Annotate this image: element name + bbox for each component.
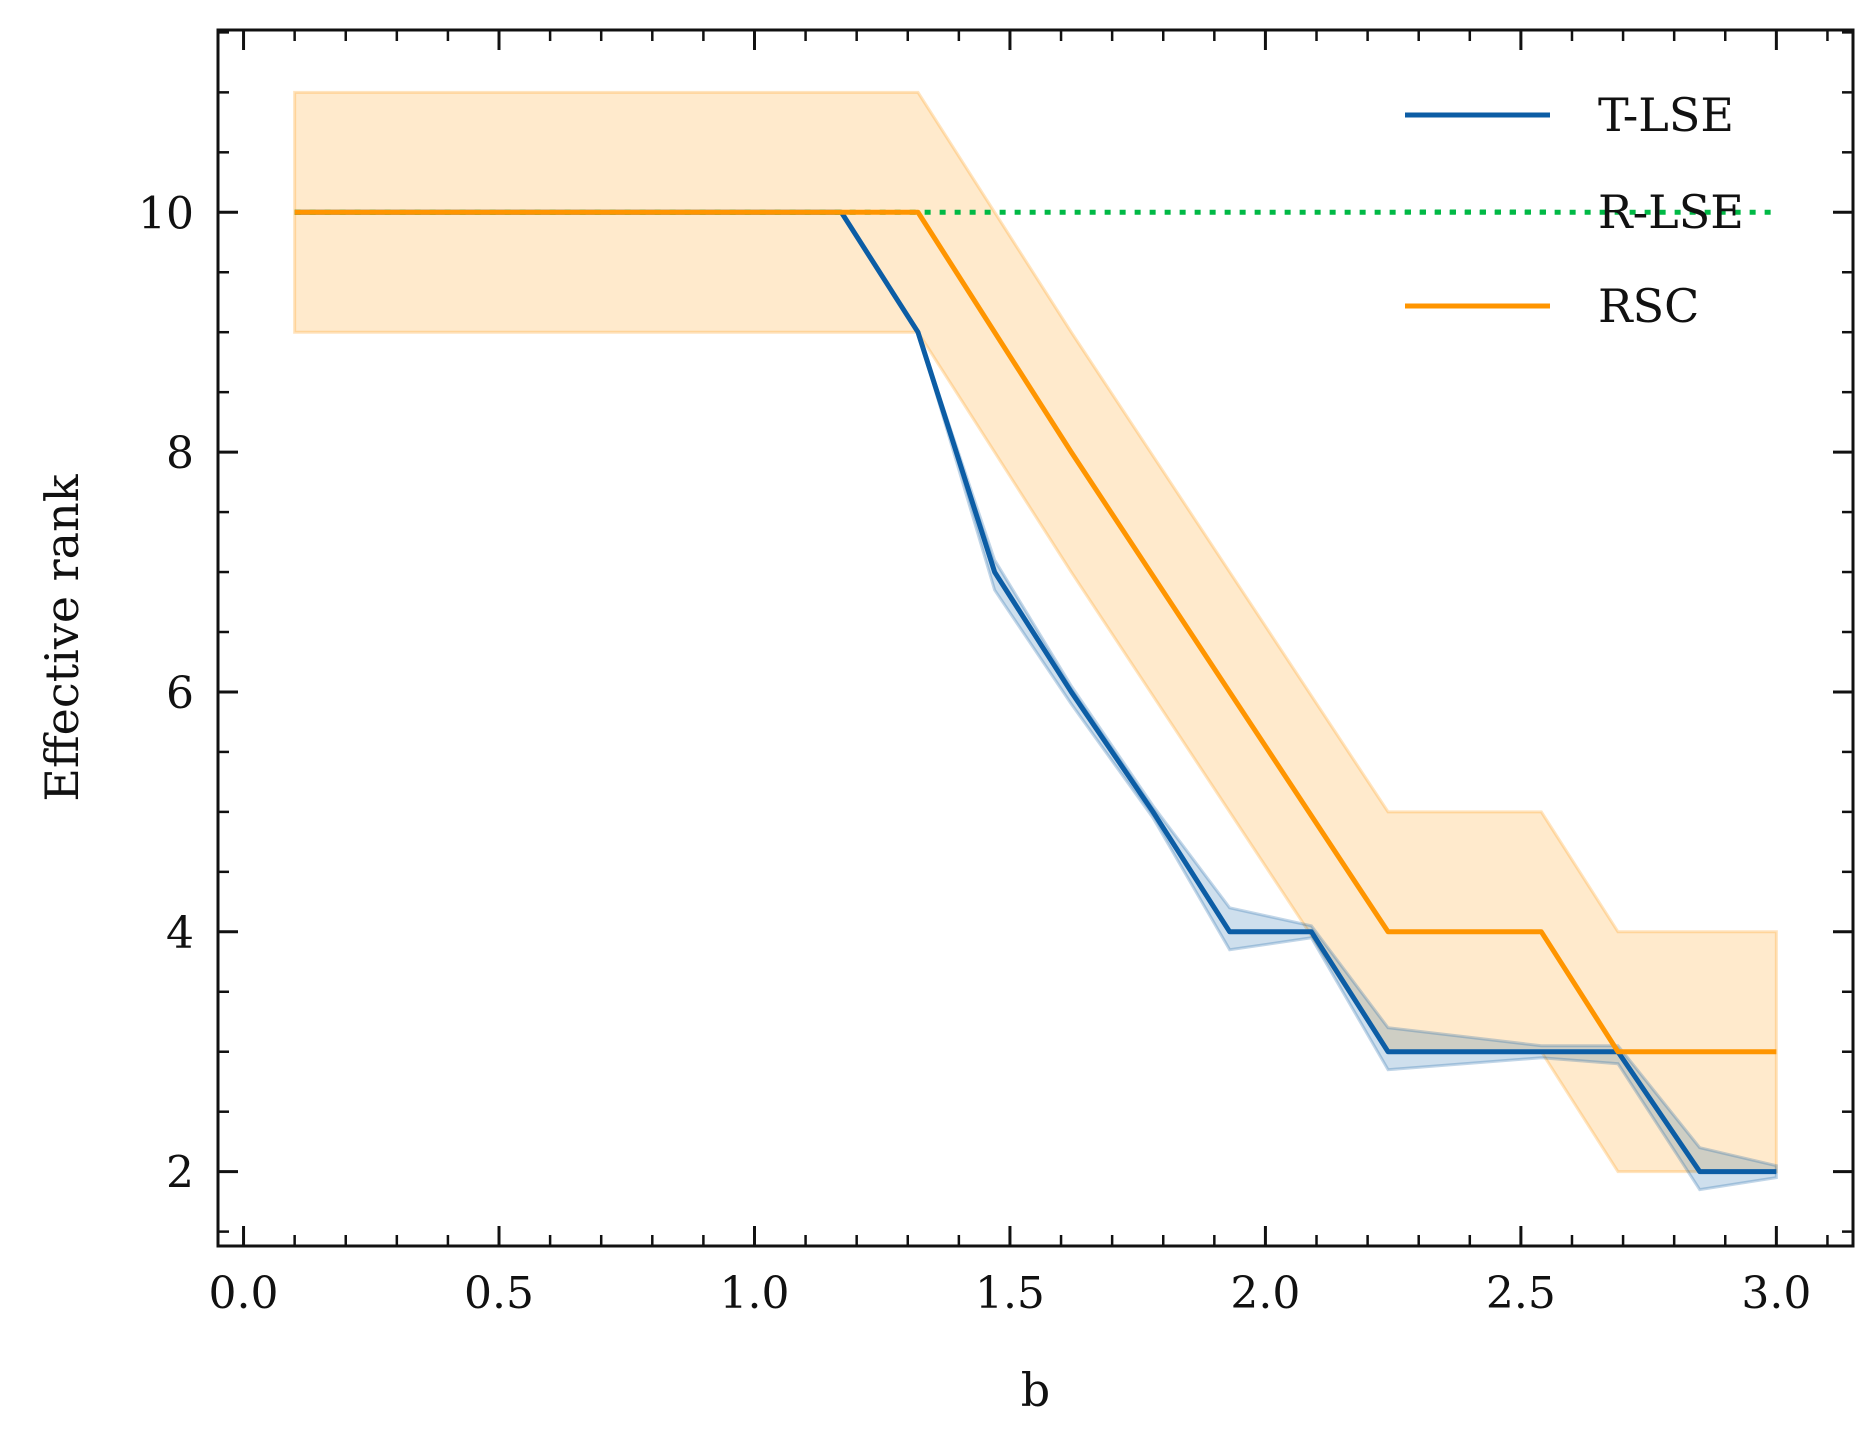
x-tick-label: 1.5 bbox=[975, 1268, 1045, 1319]
x-axis-label: b bbox=[1021, 1363, 1050, 1417]
y-tick-label: 6 bbox=[166, 668, 194, 719]
y-axis-label: Effective rank bbox=[35, 473, 89, 801]
legend-label-rsc: RSC bbox=[1598, 279, 1699, 333]
y-tick-label: 10 bbox=[138, 188, 194, 239]
x-tick-label: 3.0 bbox=[1741, 1268, 1811, 1319]
x-tick-label: 1.0 bbox=[719, 1268, 789, 1319]
x-tick-label: 2.0 bbox=[1230, 1268, 1300, 1319]
rsc-line bbox=[294, 209, 1777, 1055]
y-tick-label: 8 bbox=[166, 428, 194, 479]
confidence-bands bbox=[293, 90, 1778, 1192]
y-tick-label: 2 bbox=[166, 1148, 194, 1199]
x-tick-label: 0.0 bbox=[209, 1268, 279, 1319]
y-tick-label: 4 bbox=[166, 908, 194, 959]
tick-labels: 0.0 0.5 1.0 1.5 2.0 2.5 3.0 2 4 6 8 10 bbox=[138, 188, 1811, 1319]
x-tick-label: 0.5 bbox=[464, 1268, 534, 1319]
legend: T-LSE R-LSE RSC bbox=[1405, 88, 1744, 333]
legend-label-t-lse: T-LSE bbox=[1598, 88, 1734, 142]
x-tick-label: 2.5 bbox=[1486, 1268, 1556, 1319]
plot-frame bbox=[216, 28, 1855, 1248]
axis-ticks bbox=[218, 30, 1853, 1246]
legend-label-r-lse: R-LSE bbox=[1598, 185, 1744, 239]
